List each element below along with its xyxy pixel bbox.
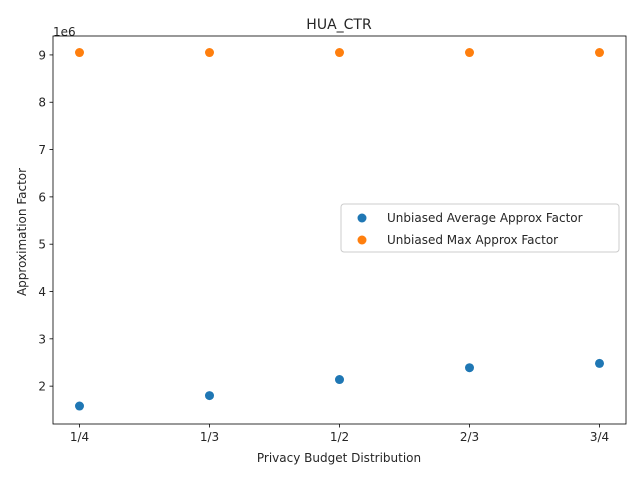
y-tick-label: 4 <box>38 285 46 299</box>
data-point <box>335 375 344 385</box>
legend-marker <box>357 235 367 245</box>
data-points <box>75 48 604 411</box>
x-tick-label: 1/2 <box>330 430 349 444</box>
x-tick-label: 1/3 <box>200 430 219 444</box>
data-point <box>205 48 214 58</box>
x-tick-label: 1/4 <box>70 430 89 444</box>
legend-label: Unbiased Average Approx Factor <box>387 211 583 225</box>
y-tick-label: 2 <box>38 380 46 394</box>
x-axis: 1/4 1/3 1/2 2/3 3/4 <box>70 424 609 444</box>
data-point <box>75 401 84 411</box>
y-tick-label: 9 <box>38 48 46 62</box>
y-tick-label: 8 <box>38 96 46 110</box>
data-point <box>595 48 604 58</box>
y-axis-label: Approximation Factor <box>15 168 29 296</box>
chart-title: HUA_CTR <box>306 17 372 33</box>
data-point <box>595 358 604 368</box>
x-axis-label: Privacy Budget Distribution <box>257 451 421 465</box>
x-tick-label: 3/4 <box>590 430 609 444</box>
y-tick-label: 7 <box>38 143 46 157</box>
y-tick-label: 5 <box>38 238 46 252</box>
data-point <box>465 363 474 373</box>
data-point <box>465 48 474 58</box>
y-tick-label: 3 <box>38 332 46 346</box>
x-tick-label: 2/3 <box>460 430 479 444</box>
data-point <box>205 391 214 401</box>
data-point <box>335 48 344 58</box>
data-point <box>75 48 84 58</box>
legend: Unbiased Average Approx Factor Unbiased M… <box>340 203 620 253</box>
legend-label: Unbiased Max Approx Factor <box>387 233 558 247</box>
legend-marker <box>357 213 367 223</box>
y-axis: 2 3 4 5 6 7 8 9 <box>38 48 53 394</box>
y-offset-label: 1e6 <box>53 25 76 39</box>
legend-box <box>340 203 620 253</box>
y-tick-label: 6 <box>38 190 46 204</box>
